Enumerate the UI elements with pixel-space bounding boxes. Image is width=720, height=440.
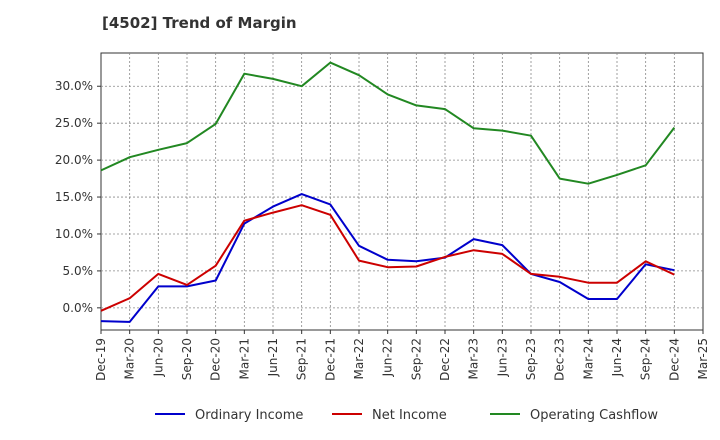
x-tick-label: Mar-22 — [352, 338, 366, 379]
y-tick-label: 10.0% — [55, 227, 93, 241]
series-lines — [100, 61, 676, 323]
y-tick-label: 30.0% — [55, 79, 93, 93]
x-tick-label: Sep-21 — [295, 338, 309, 380]
x-tick-label: Jun-24 — [610, 338, 624, 377]
y-axis-ticks: 0.0% 5.0% 10.0% 15.0% 20.0% 25.0% 30.0% — [55, 79, 101, 315]
x-tick-label: Sep-22 — [409, 338, 423, 380]
series-line-ordinary-income — [100, 193, 675, 323]
chart-title: [4502] Trend of Margin — [102, 14, 297, 32]
x-tick-label: Jun-21 — [266, 338, 280, 377]
legend: Ordinary Income Net Income Operating Cashf… — [155, 408, 658, 423]
x-axis-ticks: Dec-19 Mar-20 Jun-20 Sep-20 Dec-20 Mar-21 Jun-… — [94, 330, 710, 381]
x-tick-label: Mar-20 — [123, 338, 137, 379]
series-line-operating-cashflow — [100, 61, 676, 185]
x-tick-label: Jun-23 — [495, 338, 509, 377]
y-tick-label: 15.0% — [55, 190, 93, 204]
y-tick-label: 25.0% — [55, 116, 93, 130]
x-tick-label: Mar-24 — [581, 338, 595, 379]
x-tick-label: Sep-24 — [639, 338, 653, 380]
legend-label-ordinary-income: Ordinary Income — [195, 408, 303, 423]
x-tick-label: Jun-20 — [151, 338, 165, 377]
legend-label-operating-cashflow: Operating Cashflow — [530, 408, 658, 423]
x-tick-label: Sep-20 — [180, 338, 194, 380]
plot-area — [100, 52, 704, 331]
y-tick-label: 5.0% — [63, 264, 94, 278]
x-tick-label: Mar-21 — [237, 338, 251, 379]
x-tick-label: Mar-25 — [696, 338, 710, 379]
x-tick-label: Dec-20 — [209, 338, 223, 381]
x-tick-label: Dec-23 — [553, 338, 567, 381]
series-line-net-income — [100, 204, 675, 312]
x-tick-label: Dec-19 — [94, 338, 108, 381]
legend-label-net-income: Net Income — [372, 408, 447, 423]
x-tick-label: Dec-22 — [438, 338, 452, 381]
grid-lines — [101, 53, 703, 330]
y-tick-label: 20.0% — [55, 153, 93, 167]
x-tick-label: Dec-21 — [323, 338, 337, 381]
x-tick-label: Jun-22 — [381, 338, 395, 377]
x-tick-label: Dec-24 — [667, 338, 681, 381]
x-tick-label: Mar-23 — [467, 338, 481, 379]
y-tick-label: 0.0% — [63, 301, 94, 315]
x-tick-label: Sep-23 — [524, 338, 538, 380]
